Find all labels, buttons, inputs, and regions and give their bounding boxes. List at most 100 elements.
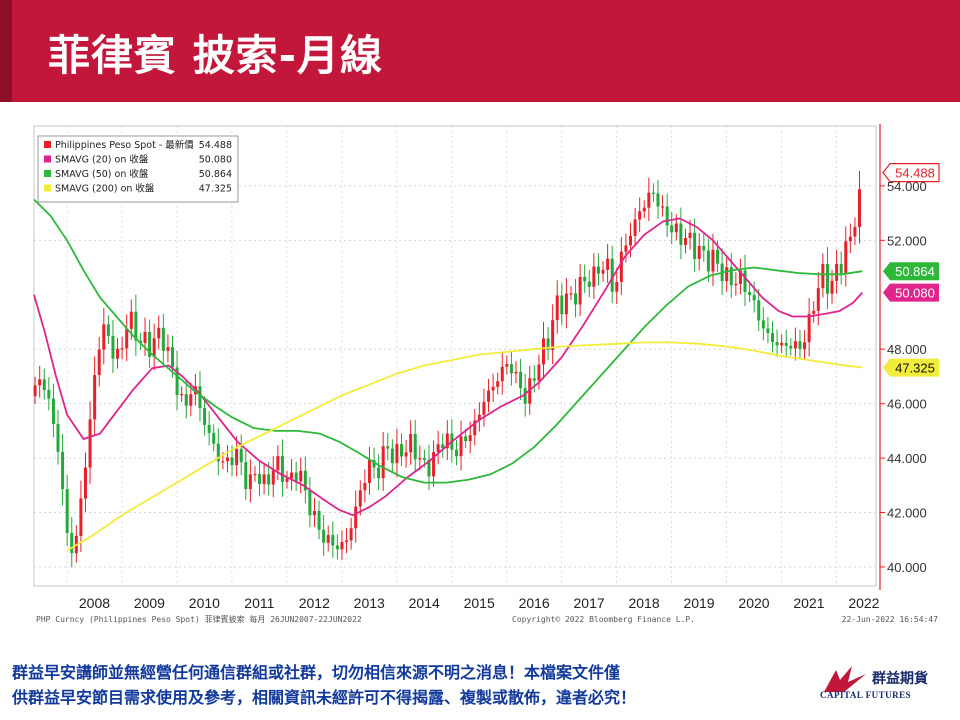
- candle-body: [345, 540, 349, 542]
- legend-value: 50.080: [199, 155, 232, 166]
- legend-label: SMAVG (20) on 收盤: [55, 154, 149, 166]
- title-banner: 菲律賓 披索-月線: [0, 0, 960, 102]
- candle-body: [839, 263, 843, 274]
- candle-body: [807, 313, 811, 343]
- candle-body: [143, 331, 147, 344]
- candle-body: [125, 328, 129, 349]
- candle-body: [688, 232, 692, 238]
- candle-body: [161, 327, 165, 351]
- candle-body: [203, 407, 207, 425]
- x-tick-label: 2021: [793, 595, 824, 611]
- candle-body: [825, 264, 829, 294]
- y-tick-label: 44.000: [887, 451, 927, 466]
- logo-mark-icon: [824, 666, 866, 692]
- legend-label: SMAVG (200) on 收盤: [55, 183, 155, 195]
- candle-body: [294, 472, 298, 482]
- x-tick-label: 2013: [354, 595, 385, 611]
- price-tag-label: 47.325: [895, 361, 935, 376]
- candle-body: [56, 424, 60, 452]
- legend-label: SMAVG (50) on 收盤: [55, 168, 149, 180]
- legend-swatch: [44, 155, 51, 163]
- price-tag: [883, 283, 939, 302]
- candle-body: [697, 245, 701, 259]
- candle-body: [83, 467, 87, 499]
- candle-body: [207, 424, 211, 433]
- candle-body: [574, 293, 578, 305]
- candle-body: [258, 474, 262, 484]
- candle-body: [152, 338, 156, 357]
- legend-label: Philippines Peso Spot - 最新價: [55, 139, 194, 151]
- price-tag-label: 54.488: [895, 166, 935, 181]
- candle-body: [436, 444, 440, 453]
- candle-body: [106, 324, 110, 336]
- x-tick-label: 2008: [79, 595, 110, 611]
- candle-body: [349, 528, 353, 541]
- y-tick-label: 48.000: [887, 342, 927, 357]
- candle-body: [157, 327, 161, 339]
- candle-body: [596, 266, 600, 274]
- x-tick-label: 2011: [244, 595, 274, 611]
- plot-area: [33, 125, 877, 587]
- price-chart: 40.000 42.000 44.000 46.000 48.000 52.000 54.0…: [33, 124, 940, 624]
- disclaimer: 群益早安講師並無經營任何通信群組或社群，切勿相信來源不明之消息！本檔案文件僅 供…: [12, 660, 812, 710]
- source-text: PHP Curncy (Philippines Peso Spot) 菲律賓披索…: [36, 614, 362, 624]
- candle-body: [766, 328, 770, 333]
- candle-body: [752, 295, 756, 301]
- candle-body: [175, 367, 179, 396]
- candle-body: [661, 206, 665, 208]
- candle-body: [262, 474, 266, 484]
- candle-body: [555, 295, 559, 321]
- candle-body: [409, 433, 413, 453]
- candle-body: [532, 378, 536, 381]
- candle-body: [235, 448, 239, 466]
- candle-body: [404, 452, 408, 457]
- x-tick-label: 2016: [519, 595, 550, 611]
- candle-body: [225, 457, 229, 462]
- candle-body: [505, 364, 509, 367]
- legend-value: 54.488: [199, 140, 232, 151]
- candle-body: [473, 420, 477, 436]
- candle-body: [221, 461, 225, 463]
- candle-body: [761, 320, 765, 329]
- candle-body: [413, 433, 417, 460]
- candle-body: [459, 436, 463, 457]
- legend-swatch: [44, 184, 51, 192]
- candle-body: [358, 490, 362, 507]
- candle-body: [303, 470, 307, 491]
- candle-body: [803, 342, 807, 350]
- candle-body: [377, 467, 381, 479]
- candle-body: [606, 258, 610, 270]
- candle-body: [454, 449, 458, 457]
- legend-box: [37, 135, 239, 203]
- candle-body: [491, 386, 495, 391]
- candle-body: [789, 345, 793, 349]
- candle-body: [386, 446, 390, 449]
- disclaimer-line-1: 群益早安講師並無經營任何通信群組或社群，切勿相信來源不明之消息！本檔案文件僅: [12, 663, 621, 682]
- candle-body: [665, 206, 669, 226]
- candle-body: [400, 444, 404, 457]
- candle-body: [230, 457, 234, 466]
- candle-body: [271, 470, 275, 485]
- x-tick-label: 2020: [738, 595, 769, 611]
- candle-body: [276, 456, 280, 471]
- candle-body: [354, 506, 358, 529]
- candle-body: [651, 192, 655, 194]
- candle-body: [253, 474, 257, 476]
- candle-body: [51, 398, 55, 425]
- candle-body: [642, 207, 646, 212]
- candle-body: [148, 331, 152, 357]
- candle-body: [610, 258, 614, 292]
- candle-body: [285, 478, 289, 482]
- title-banner-accent: [0, 0, 12, 102]
- candle-body: [775, 341, 779, 346]
- y-tick-label: 42.000: [887, 506, 927, 521]
- candle-body: [569, 293, 573, 295]
- copyright-text: Copyright© 2022 Bloomberg Finance L.P.: [512, 615, 695, 624]
- series-line-0: [33, 217, 863, 517]
- candle-body: [638, 211, 642, 220]
- y-tick-label: 46.000: [887, 397, 927, 412]
- candle-body: [647, 192, 651, 208]
- candle-body: [656, 193, 660, 207]
- candle-body: [670, 225, 674, 233]
- x-tick-label: 2018: [628, 595, 659, 611]
